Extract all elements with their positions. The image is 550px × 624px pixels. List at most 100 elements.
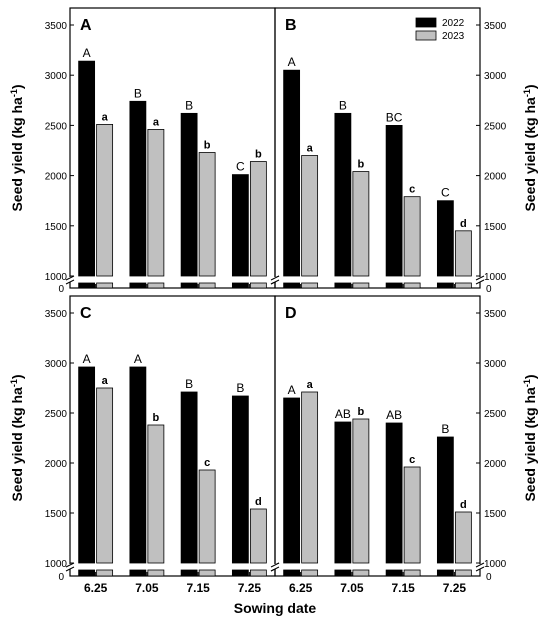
bar-2023-7.25 [249,161,267,277]
x-tick-label-7.15: 7.15 [391,581,415,595]
significance-label-2022-6.25: A [288,383,296,397]
bar-stub-2022-7.05 [129,569,147,577]
axis-break-band [64,564,281,569]
bar-stub-2022-7.25 [436,282,454,289]
y-tick-label-zero: 0 [486,284,492,295]
bar-2023-7.05 [352,418,370,564]
bar-stub-2023-6.25 [96,282,114,289]
panel-frame [274,7,481,289]
bar-2022-7.25 [436,436,454,564]
significance-label-2023-7.05: b [358,159,365,171]
y-tick-label-3500: 3500 [45,21,68,32]
bar-stub-2023-7.15 [198,282,216,289]
bar-2022-7.25 [231,395,249,564]
y-tick-label-3000: 3000 [45,71,68,82]
bar-2022-6.25 [283,397,301,564]
x-tick-label-7.25: 7.25 [238,581,262,595]
bar-2023-7.15 [198,469,216,564]
axis-break-mark [65,279,75,285]
axis-break-mark [270,275,280,281]
bar-2022-7.25 [436,200,454,277]
y-tick-label-1500: 1500 [484,509,507,520]
x-tick-label-6.25: 6.25 [289,581,313,595]
bar-2022-6.25 [78,366,96,564]
bar-2022-7.05 [129,366,147,564]
significance-label-2023-6.25: a [307,379,314,391]
bar-stub-2022-7.15 [180,282,198,289]
x-tick-label-7.15: 7.15 [186,581,210,595]
bar-stub-2022-7.05 [334,569,352,577]
bar-stub-2023-7.15 [403,569,421,577]
significance-label-2022-7.05: B [134,86,142,100]
bar-2022-6.25 [78,60,96,277]
panel-letter: D [285,305,297,322]
bar-stub-2022-6.25 [78,282,96,289]
x-tick-label-7.25: 7.25 [443,581,467,595]
axis-break-band [269,564,486,569]
significance-label-2023-6.25: a [102,111,109,123]
bar-stub-2023-7.15 [198,569,216,577]
bar-2022-6.25 [283,69,301,277]
bar-stub-2022-7.15 [385,282,403,289]
axis-break-mark [270,566,280,572]
y-tick-label-1000: 1000 [484,272,507,283]
bar-2023-7.15 [198,152,216,277]
bar-stub-2023-7.05 [352,569,370,577]
legend-swatch-2023 [415,30,437,41]
significance-label-2023-7.25: d [255,496,262,508]
y-tick-label-2000: 2000 [45,459,68,470]
bar-2023-6.25 [96,387,114,564]
significance-label-2023-7.25: d [460,499,467,511]
y-tick-label-3500: 3500 [484,309,507,320]
significance-label-2022-6.25: A [288,55,296,69]
y-tick-label-1000: 1000 [45,559,68,570]
significance-label-2023-6.25: a [307,143,314,155]
significance-label-2022-7.25: C [236,160,245,174]
panel-letter: C [80,305,92,322]
y-tick-label-2000: 2000 [484,459,507,470]
axis-break-mark [475,566,485,572]
significance-label-2022-7.25: B [236,381,244,395]
y-axis-title-bottom-left: Seed yield (kg ha-1) [9,374,25,501]
bar-stub-2023-7.25 [249,569,267,577]
y-tick-label-2000: 2000 [45,172,68,183]
significance-label-2022-7.05: B [339,98,347,112]
bar-stub-2022-7.05 [129,282,147,289]
significance-label-2022-7.05: AB [335,407,351,421]
axis-break-band [269,277,486,282]
bar-stub-2023-7.05 [147,282,165,289]
significance-label-2022-7.15: B [185,98,193,112]
significance-label-2023-7.25: d [460,218,467,230]
y-tick-label-1000: 1000 [484,559,507,570]
y-tick-label-zero: 0 [58,572,64,583]
significance-label-2023-7.05: b [358,406,365,418]
bar-2022-7.15 [180,112,198,277]
bar-2023-7.05 [147,424,165,564]
x-tick-label-6.25: 6.25 [84,581,108,595]
y-tick-label-2500: 2500 [484,409,507,420]
significance-label-2023-7.15: c [409,184,415,196]
bar-2022-7.05 [334,421,352,564]
y-tick-label-3000: 3000 [484,359,507,370]
panels-group: AaBaBbCb1000150020002500300035000AAaBbBC… [45,7,507,595]
bar-2023-7.25 [454,511,472,564]
significance-label-2023-7.05: a [153,116,160,128]
bar-2023-6.25 [301,155,319,277]
axis-break-band [64,277,281,282]
significance-label-2022-6.25: A [83,352,91,366]
y-tick-label-1500: 1500 [484,222,507,233]
y-axis-title-top-right: Seed yield (kg ha-1) [522,84,538,211]
bar-2023-7.15 [403,466,421,564]
y-tick-label-3000: 3000 [45,359,68,370]
bar-stub-2022-7.15 [180,569,198,577]
axis-break-mark [270,562,280,568]
y-tick-label-zero: 0 [486,572,492,583]
bar-stub-2022-7.25 [436,569,454,577]
bar-stub-2023-6.25 [301,569,319,577]
y-tick-label-2500: 2500 [45,409,68,420]
bar-2022-7.15 [385,125,403,277]
y-tick-label-zero: 0 [58,284,64,295]
